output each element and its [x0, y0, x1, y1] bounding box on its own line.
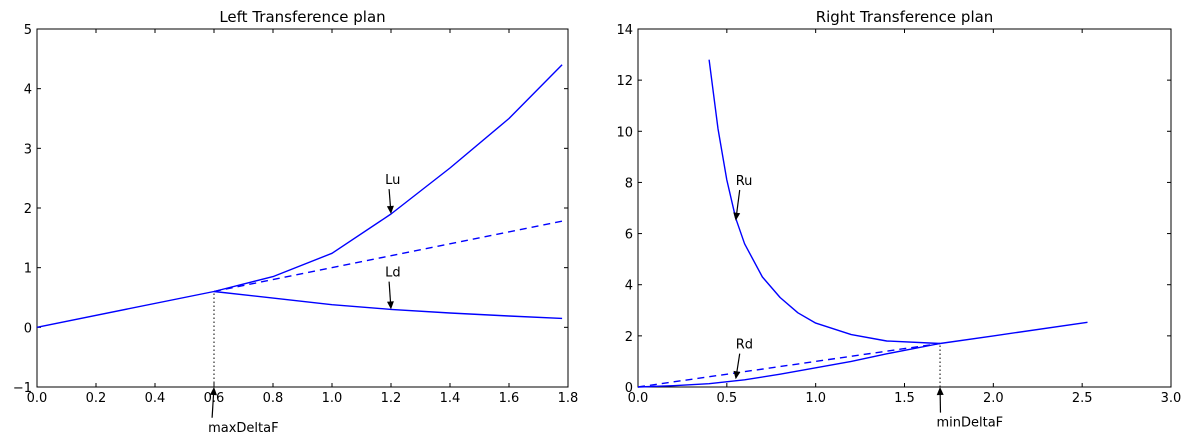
chart-1: Left Transference plan 0.0 0.2 0.4 0.6 0.8 1.0… [13, 8, 579, 436]
chart-title: Left Transference plan [219, 8, 385, 26]
x-tick-label: 0.4 [145, 391, 166, 406]
y-tick-label: 2 [24, 202, 32, 217]
y-tick-label: 12 [616, 74, 633, 89]
y-tick-label: 6 [625, 228, 633, 243]
plot-area [36, 28, 569, 388]
x-tick-label: 3.0 [1161, 391, 1182, 406]
annotation-arrowhead [386, 205, 394, 214]
x-tick-label: 1.0 [805, 391, 826, 406]
series-line-1 [708, 59, 941, 345]
x-tick-label: 0.5 [716, 391, 737, 406]
x-tick-label: 1.2 [381, 391, 402, 406]
series-line-3 [213, 290, 563, 320]
annotation-label: Ru [736, 174, 753, 189]
chart-title: Right Transference plan [816, 8, 994, 26]
y-tick-label: 1 [24, 262, 32, 277]
y-tick-label: −1 [13, 381, 32, 396]
y-tick-label: 10 [616, 125, 633, 140]
annotation-label: Rd [736, 338, 753, 353]
y-tick-label: 2 [625, 330, 633, 345]
x-tick-label: 1.4 [440, 391, 461, 406]
annotation-label: Ld [385, 266, 401, 281]
y-tick-label: 3 [24, 142, 32, 157]
y-tick-label: 4 [625, 279, 633, 294]
y-tick-label: 0 [625, 381, 633, 396]
x-tick-label: 1.8 [558, 391, 579, 406]
x-tick-label: 0.2 [86, 391, 107, 406]
y-tick-label: 4 [24, 83, 32, 98]
annotation-arrowhead [210, 387, 217, 396]
x-tick-label: 0.0 [628, 391, 649, 406]
x-tick-label: 0.0 [27, 391, 48, 406]
annotation-label: maxDeltaF [208, 421, 278, 436]
series-line-2 [637, 321, 1088, 388]
series-line-2 [213, 220, 563, 293]
annotation-arrowhead [936, 387, 944, 396]
y-tick-label: 14 [616, 23, 633, 38]
annotation-arrowhead [733, 212, 741, 221]
y-tick-label: 5 [24, 23, 32, 38]
x-tick-label: 0.6 [204, 391, 225, 406]
x-tick-label: 2.5 [1072, 391, 1093, 406]
x-tick-label: 1.0 [322, 391, 343, 406]
series-line-3 [637, 342, 941, 388]
x-tick-label: 1.5 [894, 391, 915, 406]
y-tick-label: 8 [625, 176, 633, 191]
y-tick-label: 0 [24, 321, 32, 336]
annotation-arrowhead [387, 301, 394, 310]
x-tick-label: 2.0 [983, 391, 1004, 406]
chart-2: Right Transference plan 0.0 0.5 1.0 1.5 2.0 2.… [616, 8, 1181, 431]
x-tick-label: 0.8 [263, 391, 284, 406]
annotation-label: minDeltaF [936, 416, 1003, 431]
annotation-label: Lu [385, 173, 400, 188]
x-tick-label: 1.6 [499, 391, 520, 406]
series-line-1 [36, 64, 563, 328]
annotation-arrowhead [733, 370, 741, 380]
plot-area [637, 28, 1172, 388]
